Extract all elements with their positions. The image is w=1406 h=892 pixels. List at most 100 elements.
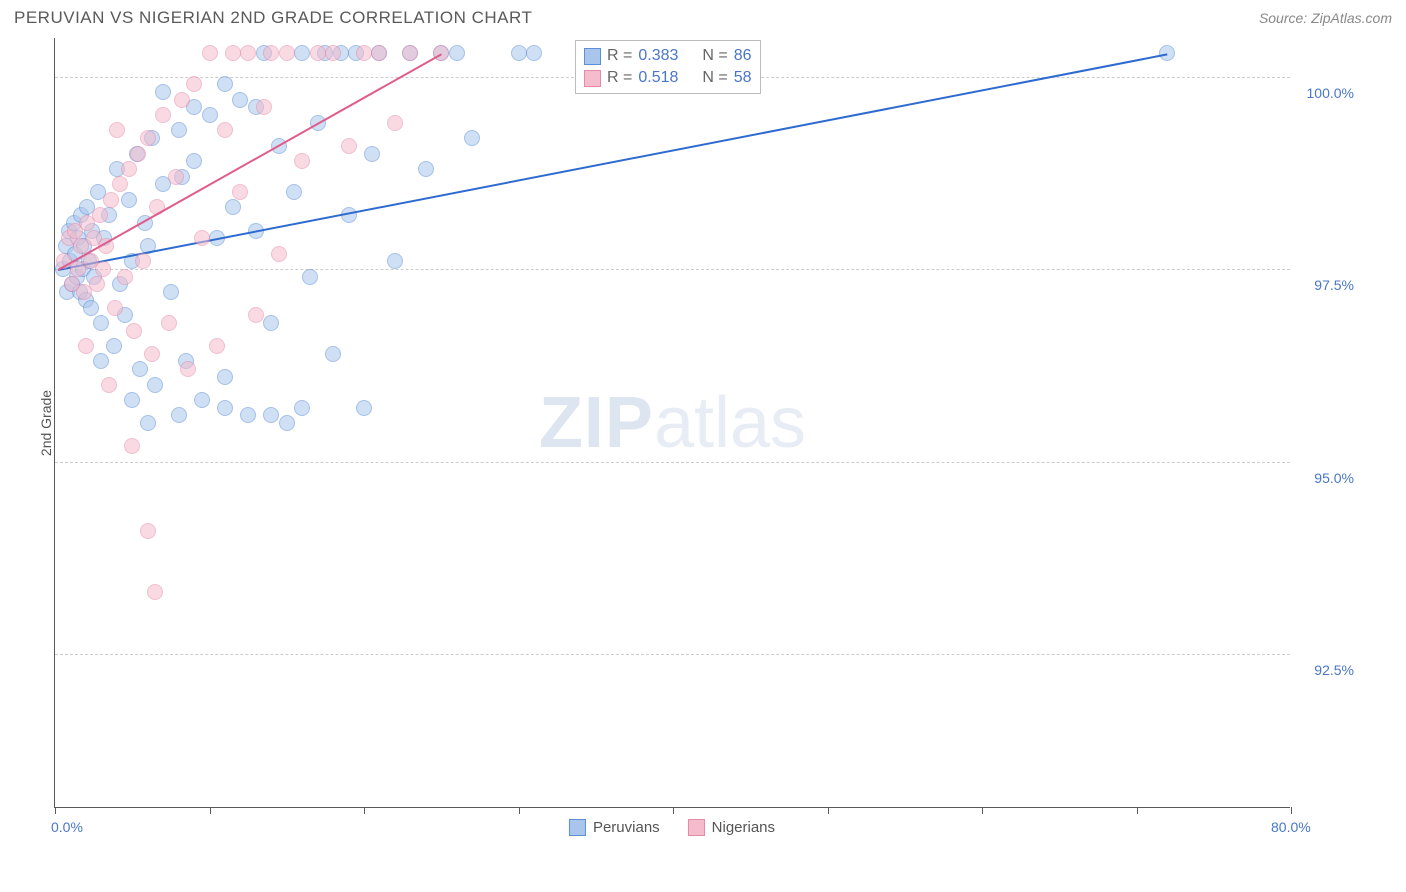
scatter-point xyxy=(155,84,171,100)
scatter-point xyxy=(433,45,449,61)
x-tick xyxy=(519,807,520,814)
scatter-point xyxy=(95,261,111,277)
scatter-point xyxy=(356,45,372,61)
scatter-point xyxy=(140,523,156,539)
scatter-point xyxy=(263,45,279,61)
scatter-point xyxy=(121,192,137,208)
watermark: ZIPatlas xyxy=(539,382,806,464)
scatter-point xyxy=(174,92,190,108)
scatter-point xyxy=(256,99,272,115)
scatter-point xyxy=(402,45,418,61)
x-tick xyxy=(1291,807,1292,814)
scatter-point xyxy=(186,153,202,169)
scatter-point xyxy=(112,176,128,192)
scatter-point xyxy=(106,338,122,354)
scatter-point xyxy=(83,300,99,316)
scatter-point xyxy=(294,45,310,61)
scatter-point xyxy=(93,315,109,331)
scatter-point xyxy=(124,392,140,408)
scatter-point xyxy=(511,45,527,61)
stat-swatch xyxy=(584,48,601,65)
scatter-point xyxy=(209,338,225,354)
scatter-point xyxy=(135,253,151,269)
scatter-point xyxy=(147,584,163,600)
x-tick xyxy=(210,807,211,814)
scatter-point xyxy=(225,45,241,61)
scatter-point xyxy=(78,338,94,354)
scatter-point xyxy=(107,300,123,316)
x-tick-label: 0.0% xyxy=(51,819,83,835)
scatter-point xyxy=(140,415,156,431)
scatter-point xyxy=(302,269,318,285)
y-tick-label: 97.5% xyxy=(1314,277,1354,293)
chart-title: PERUVIAN VS NIGERIAN 2ND GRADE CORRELATI… xyxy=(14,8,532,28)
scatter-point xyxy=(186,76,202,92)
scatter-point xyxy=(161,315,177,331)
legend-label-peruvians: Peruvians xyxy=(593,819,660,836)
stat-row: R =0.518N =58 xyxy=(584,67,752,89)
scatter-point xyxy=(194,392,210,408)
stat-n-value: 58 xyxy=(734,69,752,87)
scatter-point xyxy=(144,346,160,362)
scatter-point xyxy=(89,276,105,292)
legend-label-nigerians: Nigerians xyxy=(712,819,775,836)
scatter-point xyxy=(325,346,341,362)
stat-n-value: 86 xyxy=(734,47,752,65)
scatter-point xyxy=(263,315,279,331)
y-tick-label: 95.0% xyxy=(1314,470,1354,486)
scatter-point xyxy=(140,130,156,146)
stat-r-label: R = xyxy=(607,47,632,65)
scatter-point xyxy=(93,353,109,369)
scatter-point xyxy=(103,192,119,208)
scatter-point xyxy=(101,377,117,393)
scatter-point xyxy=(217,400,233,416)
scatter-point xyxy=(294,400,310,416)
scatter-point xyxy=(325,45,341,61)
scatter-point xyxy=(387,115,403,131)
scatter-point xyxy=(248,307,264,323)
x-tick xyxy=(55,807,56,814)
scatter-point xyxy=(263,407,279,423)
scatter-point xyxy=(526,45,542,61)
legend-item-peruvians: Peruvians xyxy=(569,819,660,836)
scatter-point xyxy=(356,400,372,416)
scatter-point xyxy=(279,45,295,61)
x-tick xyxy=(828,807,829,814)
stat-r-value: 0.518 xyxy=(638,69,678,87)
legend-swatch-nigerians xyxy=(688,819,705,836)
scatter-point xyxy=(163,284,179,300)
stat-n-label: N = xyxy=(702,69,727,87)
chart-container: 2nd Grade ZIPatlas 92.5%95.0%97.5%100.0%… xyxy=(54,38,1290,808)
scatter-point xyxy=(130,146,146,162)
grid-line xyxy=(55,654,1290,655)
scatter-point xyxy=(225,199,241,215)
scatter-point xyxy=(387,253,403,269)
scatter-point xyxy=(217,76,233,92)
stat-box: R =0.383N =86R =0.518N =58 xyxy=(575,40,761,94)
scatter-point xyxy=(217,122,233,138)
stat-swatch xyxy=(584,70,601,87)
scatter-point xyxy=(294,153,310,169)
scatter-point xyxy=(418,161,434,177)
scatter-point xyxy=(171,122,187,138)
scatter-point xyxy=(121,161,137,177)
scatter-point xyxy=(117,269,133,285)
stat-row: R =0.383N =86 xyxy=(584,45,752,67)
stat-r-value: 0.383 xyxy=(638,47,678,65)
scatter-point xyxy=(202,107,218,123)
x-tick xyxy=(1137,807,1138,814)
scatter-point xyxy=(232,92,248,108)
scatter-point xyxy=(202,45,218,61)
scatter-point xyxy=(194,230,210,246)
scatter-point xyxy=(286,184,302,200)
x-tick xyxy=(673,807,674,814)
scatter-point xyxy=(341,138,357,154)
scatter-point xyxy=(464,130,480,146)
watermark-atlas: atlas xyxy=(654,383,806,463)
x-tick-label: 80.0% xyxy=(1271,819,1311,835)
y-tick-label: 100.0% xyxy=(1307,85,1354,101)
scatter-point xyxy=(132,361,148,377)
scatter-point xyxy=(147,377,163,393)
y-axis-title: 2nd Grade xyxy=(38,389,54,455)
scatter-point xyxy=(168,169,184,185)
